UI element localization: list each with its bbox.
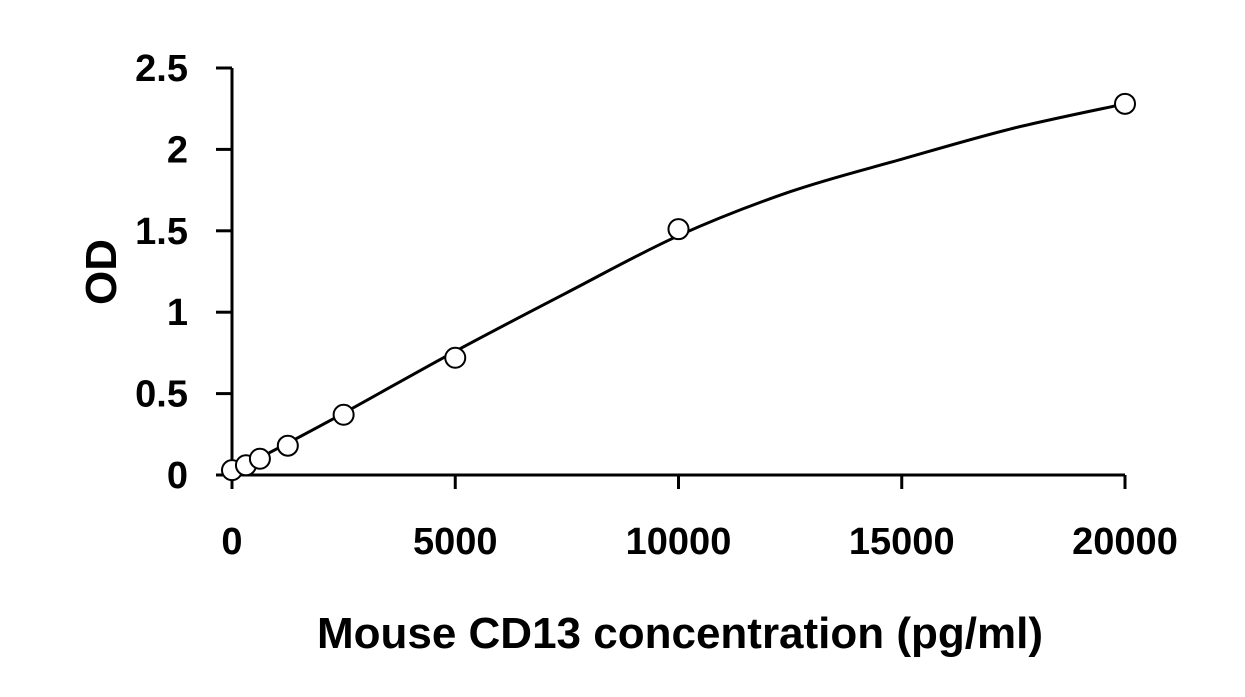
data-point bbox=[332, 403, 355, 426]
y-tick-label: 2 bbox=[167, 129, 188, 171]
x-ticks: 0 5000 10000 15000 20000 bbox=[221, 475, 1178, 563]
fit-curve-line bbox=[231, 102, 1126, 474]
x-tick-label: 5000 bbox=[413, 521, 498, 563]
x-tick-label: 10000 bbox=[626, 521, 732, 563]
y-tick-label: 0.5 bbox=[135, 374, 188, 416]
y-ticks: 0 0.5 1 1.5 2 2.5 bbox=[135, 48, 232, 497]
x-axis-label: Mouse CD13 concentration (pg/ml) bbox=[317, 609, 1043, 658]
x-tick-label: 15000 bbox=[849, 521, 955, 563]
y-axis-label: OD bbox=[77, 239, 126, 305]
data-point bbox=[444, 346, 467, 369]
data-points bbox=[221, 92, 1136, 482]
y-tick-label: 1 bbox=[167, 292, 188, 334]
data-point bbox=[276, 434, 299, 457]
y-tick-label: 2.5 bbox=[135, 48, 188, 90]
y-tick-label: 0 bbox=[167, 455, 188, 497]
x-tick-label: 20000 bbox=[1072, 521, 1178, 563]
data-point bbox=[248, 447, 271, 470]
axes bbox=[230, 68, 1125, 477]
y-tick-label: 1.5 bbox=[135, 211, 188, 253]
data-point bbox=[1114, 92, 1136, 115]
x-tick-label: 0 bbox=[221, 521, 242, 563]
data-point bbox=[667, 218, 690, 241]
